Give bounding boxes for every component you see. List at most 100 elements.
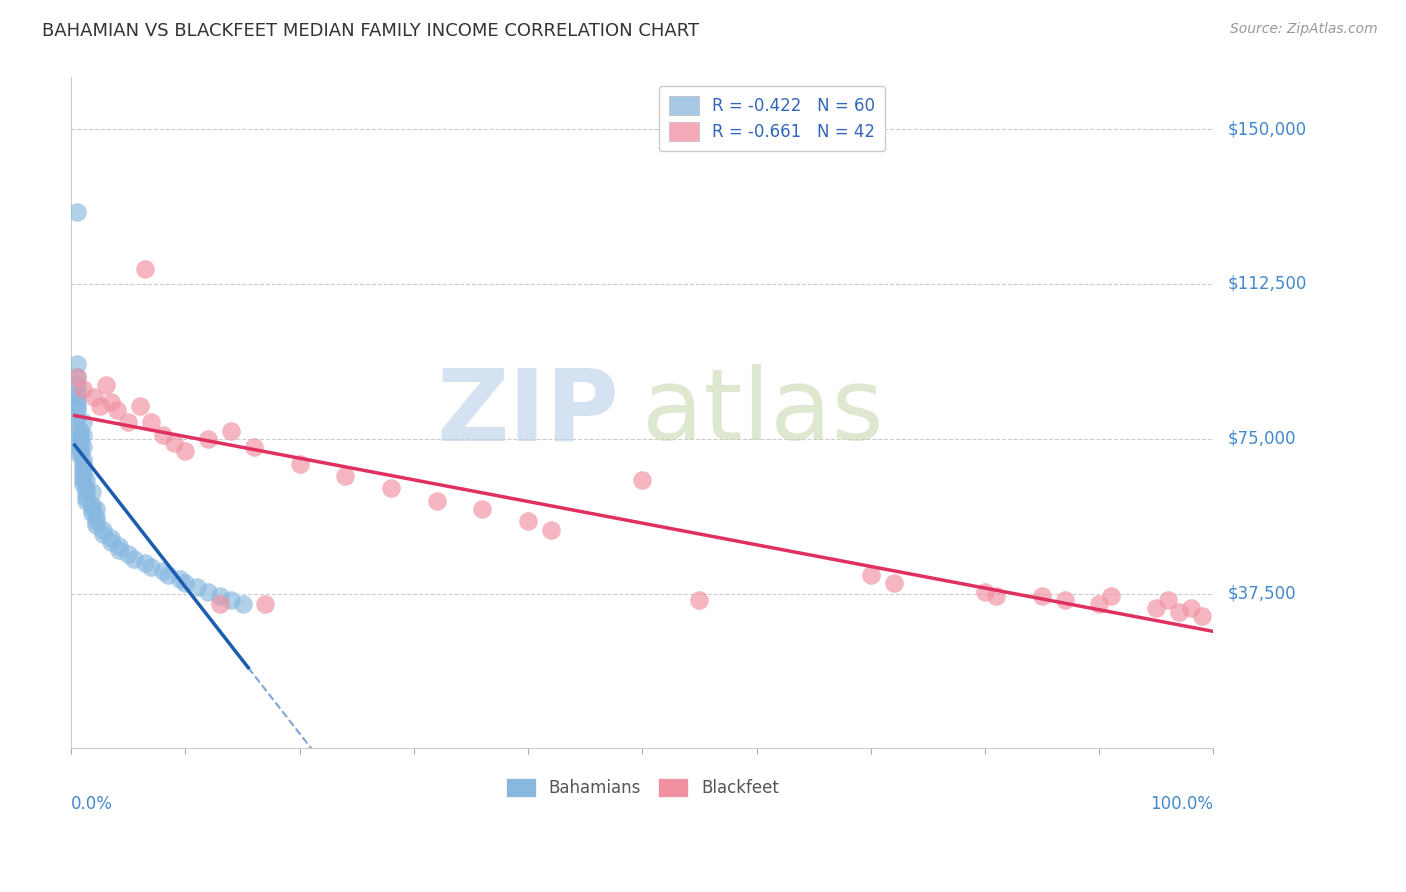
Text: $37,500: $37,500: [1227, 584, 1296, 603]
Point: [80, 485, 103, 500]
Point: [72, 427, 94, 442]
Point: [219, 592, 242, 607]
Point: [117, 415, 139, 429]
Point: [122, 551, 145, 566]
Text: $112,500: $112,500: [1227, 275, 1306, 293]
Point: [540, 523, 562, 537]
Point: [186, 581, 208, 595]
Point: [69, 424, 91, 438]
Point: [69, 448, 91, 462]
Point: [86, 518, 108, 533]
Point: [232, 597, 254, 611]
Point: [72, 473, 94, 487]
Point: [243, 440, 266, 454]
Point: [66, 402, 89, 417]
Point: [91, 523, 114, 537]
Point: [1157, 592, 1180, 607]
Point: [883, 576, 905, 591]
Point: [80, 506, 103, 520]
Point: [86, 514, 108, 528]
Text: $75,000: $75,000: [1227, 430, 1296, 448]
Point: [72, 469, 94, 483]
Point: [83, 391, 105, 405]
Point: [100, 535, 122, 549]
Point: [86, 502, 108, 516]
Point: [219, 424, 242, 438]
Point: [1088, 597, 1111, 611]
Text: Source: ZipAtlas.com: Source: ZipAtlas.com: [1230, 22, 1378, 37]
Point: [141, 415, 163, 429]
Point: [66, 391, 89, 405]
Text: atlas: atlas: [643, 365, 884, 461]
Point: [1144, 601, 1167, 615]
Point: [75, 473, 97, 487]
Point: [66, 386, 89, 401]
Point: [174, 444, 197, 458]
Text: ZIP: ZIP: [437, 365, 620, 461]
Point: [75, 490, 97, 504]
Point: [66, 369, 89, 384]
Point: [66, 394, 89, 409]
Point: [66, 358, 89, 372]
Point: [986, 589, 1008, 603]
Point: [108, 539, 131, 553]
Point: [152, 427, 174, 442]
Point: [174, 576, 197, 591]
Point: [72, 415, 94, 429]
Point: [80, 502, 103, 516]
Point: [1168, 605, 1191, 619]
Point: [141, 559, 163, 574]
Text: $150,000: $150,000: [1227, 120, 1306, 138]
Point: [66, 204, 89, 219]
Point: [72, 457, 94, 471]
Point: [72, 452, 94, 467]
Point: [66, 419, 89, 434]
Point: [197, 432, 219, 446]
Point: [152, 564, 174, 578]
Point: [94, 378, 117, 392]
Point: [134, 262, 156, 277]
Point: [80, 498, 103, 512]
Text: 0.0%: 0.0%: [72, 796, 112, 814]
Point: [688, 592, 710, 607]
Point: [75, 485, 97, 500]
Point: [208, 589, 231, 603]
Point: [157, 568, 180, 582]
Text: BAHAMIAN VS BLACKFEET MEDIAN FAMILY INCOME CORRELATION CHART: BAHAMIAN VS BLACKFEET MEDIAN FAMILY INCO…: [42, 22, 699, 40]
Point: [69, 440, 91, 454]
Point: [163, 436, 186, 450]
Point: [66, 378, 89, 392]
Point: [1099, 589, 1122, 603]
Point: [69, 432, 91, 446]
Point: [117, 548, 139, 562]
Point: [66, 411, 89, 425]
Point: [66, 369, 89, 384]
Point: [288, 457, 311, 471]
Point: [1053, 592, 1076, 607]
Point: [335, 469, 357, 483]
Point: [75, 481, 97, 495]
Point: [69, 444, 91, 458]
Legend: Bahamians, Blackfeet: Bahamians, Blackfeet: [495, 768, 789, 807]
Point: [86, 510, 108, 524]
Point: [100, 531, 122, 545]
Point: [72, 382, 94, 396]
Point: [108, 543, 131, 558]
Point: [471, 502, 494, 516]
Point: [72, 460, 94, 475]
Point: [100, 394, 122, 409]
Point: [72, 477, 94, 491]
Point: [380, 481, 402, 495]
Point: [517, 514, 540, 528]
Point: [197, 584, 219, 599]
Point: [89, 399, 111, 413]
Point: [974, 584, 997, 599]
Point: [72, 440, 94, 454]
Point: [1180, 601, 1202, 615]
Point: [169, 572, 191, 586]
Point: [66, 399, 89, 413]
Point: [69, 436, 91, 450]
Point: [69, 427, 91, 442]
Point: [75, 493, 97, 508]
Point: [1031, 589, 1053, 603]
